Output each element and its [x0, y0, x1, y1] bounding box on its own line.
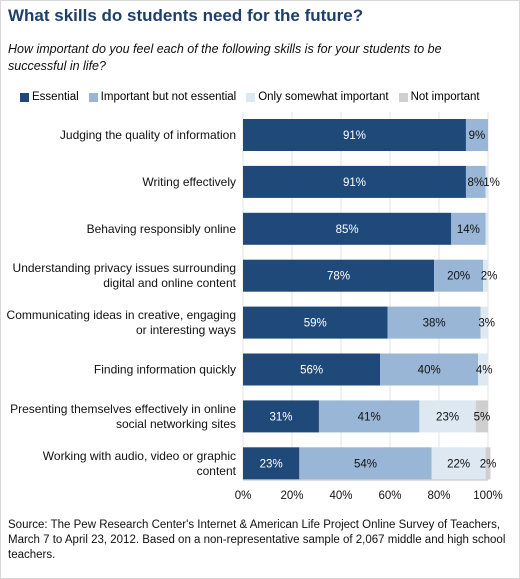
legend-label: Important but not essential	[100, 91, 237, 103]
bar-only-somewhat-important	[485, 212, 488, 245]
bar-essential	[243, 447, 300, 480]
legend-swatch	[246, 92, 256, 102]
x-tick-label: 60%	[378, 490, 401, 502]
legend-item-essential: Essential	[20, 91, 79, 103]
data-label: 78%	[327, 271, 350, 283]
stacked-bar-chart: Judging the quality of information 91% 9% W…	[7, 112, 503, 502]
legend-item-important-but-not-essential: Important but not essential	[88, 91, 237, 103]
x-tick-label: 100%	[473, 490, 502, 502]
data-label: 23%	[436, 411, 459, 423]
data-label: 1%	[483, 177, 500, 189]
category-label: social networking sites	[116, 417, 236, 431]
bar-essential	[243, 353, 381, 386]
data-label: 14%	[457, 224, 480, 236]
bar-essential	[243, 119, 466, 151]
data-label: 5%	[474, 411, 491, 423]
bar-only-somewhat-important	[483, 259, 488, 292]
data-label: 59%	[304, 318, 327, 330]
bar-not-important	[475, 400, 488, 433]
bar-only-somewhat-important	[431, 447, 486, 480]
legend-swatch	[398, 92, 408, 102]
legend-label: Not important	[410, 91, 480, 103]
data-label: 31%	[269, 411, 292, 423]
data-label: 91%	[343, 130, 366, 142]
data-label: 20%	[447, 271, 470, 283]
category-label: Judging the quality of information	[60, 128, 236, 142]
bar-important-but-not-essential	[380, 353, 479, 386]
bar-essential	[243, 306, 388, 339]
category-label: digital and online content	[103, 276, 236, 290]
bar-important-but-not-essential	[434, 259, 484, 292]
chart-subtitle: How important do you feel each of the fo…	[8, 42, 442, 73]
data-label: 40%	[418, 365, 441, 377]
legend-label: Essential	[32, 91, 79, 103]
bar-only-somewhat-important	[478, 353, 488, 386]
bar-essential	[243, 212, 452, 245]
data-label: 85%	[336, 224, 359, 236]
data-label: 91%	[343, 177, 366, 189]
legend-item-only-somewhat-important: Only somewhat important	[246, 91, 389, 103]
category-label: or interesting ways	[136, 323, 236, 337]
bar-essential	[243, 165, 466, 198]
legend-swatch	[20, 92, 29, 102]
bar-essential	[243, 259, 435, 292]
category-label: Understanding privacy issues surrounding	[13, 261, 236, 275]
category-label: Finding information quickly	[94, 363, 236, 377]
bar-important-but-not-essential	[299, 447, 432, 480]
legend-swatch	[88, 92, 98, 102]
x-tick-label: 40%	[329, 490, 352, 502]
data-label: 38%	[423, 318, 446, 330]
data-label: 2%	[481, 271, 498, 283]
category-label: Presenting themselves effectively in onl…	[10, 402, 236, 416]
bar-only-somewhat-important	[485, 165, 488, 198]
data-label: 23%	[260, 458, 283, 470]
bar-important-but-not-essential	[465, 119, 488, 151]
category-label: content	[197, 464, 237, 478]
bar-not-important	[485, 447, 491, 480]
source-note: Source: The Pew Research Center's Intern…	[8, 519, 506, 561]
category-label: Working with audio, video or graphic	[43, 449, 236, 463]
data-label: 2%	[480, 458, 497, 470]
bar-essential	[243, 400, 319, 433]
bar-important-but-not-essential	[387, 306, 481, 339]
bar-important-but-not-essential	[318, 400, 420, 433]
x-tick-label: 20%	[280, 490, 303, 502]
data-label: 56%	[300, 365, 323, 377]
x-tick-label: 0%	[235, 490, 252, 502]
legend-label: Only somewhat important	[258, 91, 389, 103]
data-label: 41%	[358, 411, 381, 423]
category-label: Behaving responsibly online	[87, 222, 237, 236]
data-label: 8%	[467, 177, 484, 189]
data-label: 4%	[476, 365, 493, 377]
bar-important-but-not-essential	[465, 165, 486, 198]
data-label: 3%	[478, 318, 495, 330]
category-label: Communicating ideas in creative, engagin…	[7, 308, 236, 322]
chart-title: What skills do students need for the fut…	[8, 6, 364, 25]
data-label: 54%	[354, 458, 377, 470]
bar-important-but-not-essential	[451, 212, 486, 245]
x-tick-label: 80%	[427, 490, 450, 502]
category-label: Writing effectively	[142, 175, 236, 189]
data-label: 22%	[447, 458, 470, 470]
legend-item-not-important: Not important	[398, 91, 480, 103]
data-label: 9%	[469, 130, 486, 142]
legend: Essential Important but not essential Only…	[20, 89, 490, 105]
bar-only-somewhat-important	[419, 400, 476, 433]
bar-only-somewhat-important	[480, 306, 488, 339]
